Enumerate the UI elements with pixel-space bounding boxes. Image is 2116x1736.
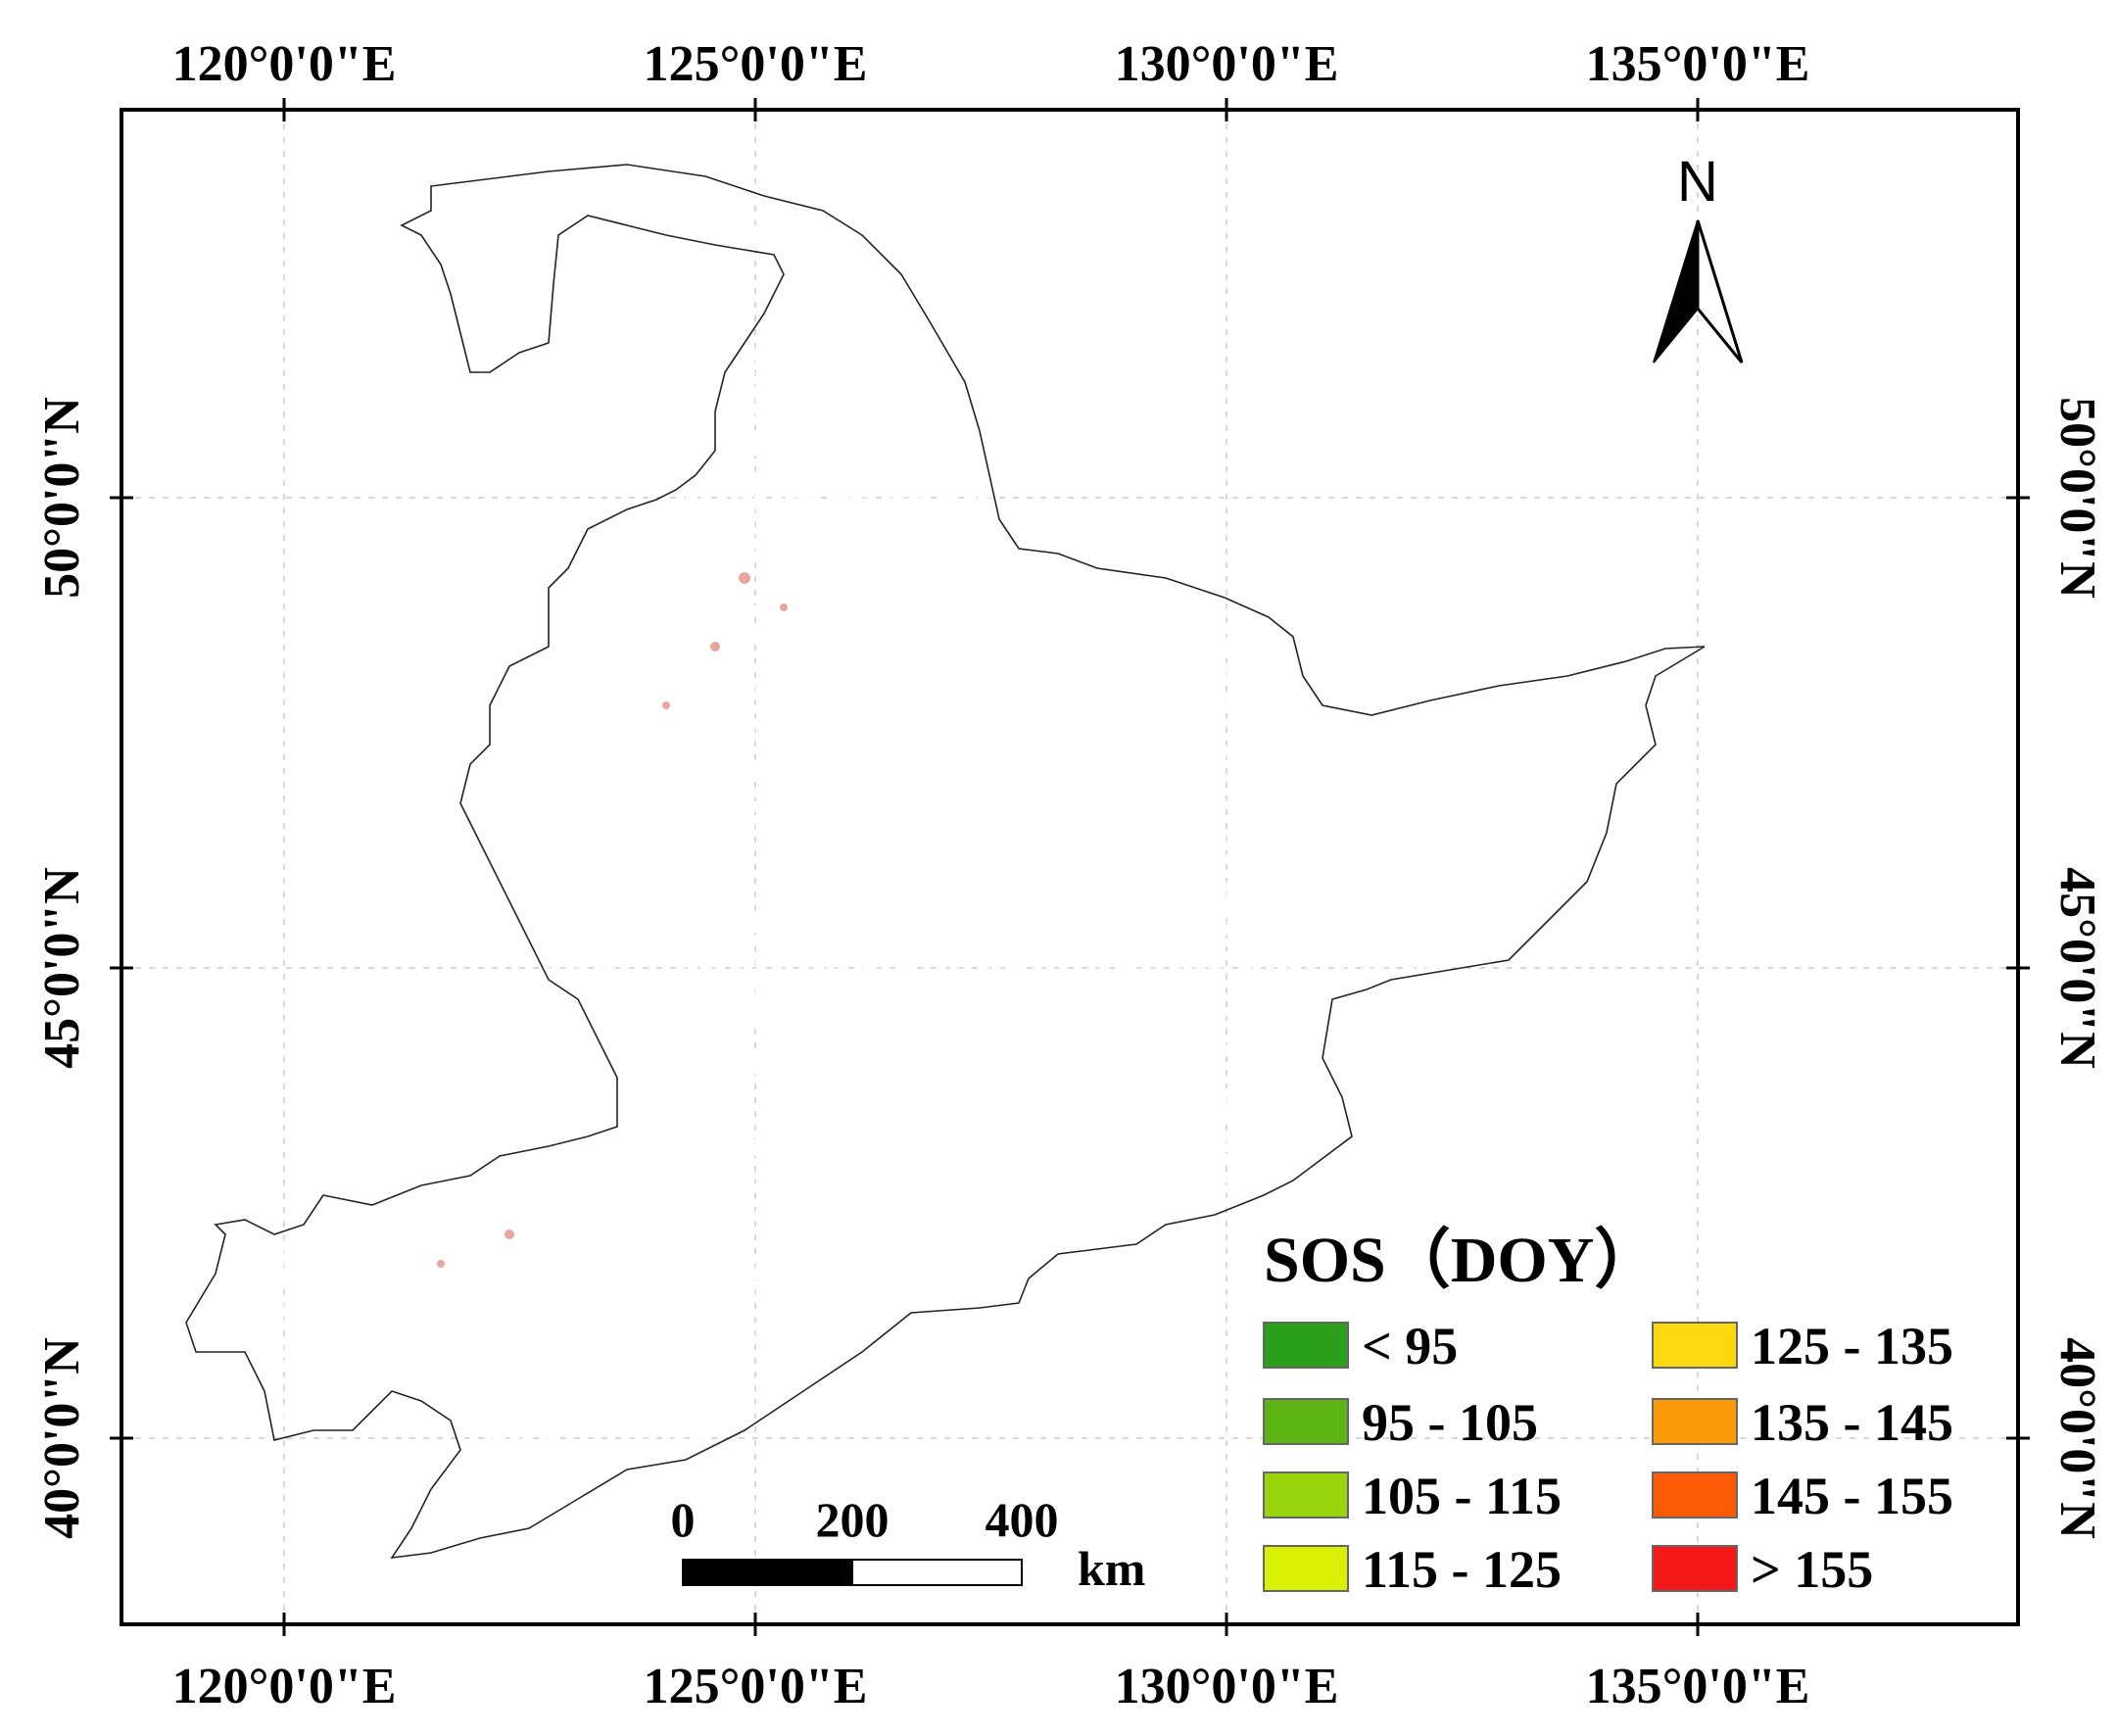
region-outline bbox=[185, 164, 1706, 1560]
north-arrow-icon bbox=[1653, 219, 1744, 363]
north-label: N bbox=[1677, 150, 1718, 214]
scale-label-0: 0 bbox=[671, 1492, 696, 1547]
bottom-tick-4: 135°0'0"E bbox=[1586, 1659, 1810, 1714]
legend-swatch-2 bbox=[1263, 1398, 1349, 1445]
scale-bar: 0 200 400 km bbox=[671, 1492, 1146, 1596]
legend-label-2: 95 - 105 bbox=[1362, 1393, 1538, 1452]
scale-bar-black bbox=[682, 1559, 853, 1586]
legend-label-6: 135 - 145 bbox=[1751, 1393, 1953, 1452]
legend-swatch-1 bbox=[1263, 1322, 1349, 1369]
left-tick-2: 45°0'0"N bbox=[34, 867, 90, 1069]
legend-label-3: 105 - 115 bbox=[1362, 1467, 1562, 1525]
legend-swatch-7 bbox=[1652, 1471, 1738, 1519]
legend-swatch-4 bbox=[1263, 1545, 1349, 1592]
legend-label-8: > 155 bbox=[1751, 1540, 1873, 1599]
left-tick-1: 50°0'0"N bbox=[34, 397, 90, 599]
legend-label-4: 115 - 125 bbox=[1362, 1540, 1562, 1599]
left-tick-3: 40°0'0"N bbox=[34, 1337, 90, 1539]
top-tick-2: 125°0'0"E bbox=[644, 36, 868, 92]
top-tick-3: 130°0'0"E bbox=[1115, 36, 1339, 92]
scale-label-400: 400 bbox=[986, 1492, 1059, 1547]
legend: SOS（DOY） < 95 95 - 105 105 - 115 115 - 1… bbox=[1263, 1224, 1953, 1599]
bottom-tick-3: 130°0'0"E bbox=[1115, 1659, 1339, 1714]
scale-label-200: 200 bbox=[816, 1492, 890, 1547]
north-arrow: N bbox=[1653, 150, 1744, 363]
scale-bar-white bbox=[851, 1559, 1023, 1586]
right-tick-1: 50°0'0"N bbox=[2049, 397, 2105, 599]
right-tick-2: 45°0'0"N bbox=[2049, 867, 2105, 1069]
frame-ticks bbox=[110, 98, 2030, 1636]
bottom-tick-2: 125°0'0"E bbox=[644, 1659, 868, 1714]
scale-unit: km bbox=[1078, 1541, 1145, 1596]
legend-swatch-8 bbox=[1652, 1545, 1738, 1592]
legend-swatch-5 bbox=[1652, 1322, 1738, 1369]
right-tick-3: 40°0'0"N bbox=[2049, 1337, 2105, 1539]
legend-label-5: 125 - 135 bbox=[1751, 1317, 1953, 1375]
bottom-tick-1: 120°0'0"E bbox=[172, 1659, 397, 1714]
legend-title: SOS（DOY） bbox=[1264, 1224, 1659, 1296]
legend-swatch-3 bbox=[1263, 1471, 1349, 1519]
top-tick-4: 135°0'0"E bbox=[1586, 36, 1810, 92]
legend-swatch-6 bbox=[1652, 1398, 1738, 1445]
top-tick-1: 120°0'0"E bbox=[172, 36, 397, 92]
legend-label-1: < 95 bbox=[1362, 1317, 1458, 1375]
legend-label-7: 145 - 155 bbox=[1751, 1467, 1953, 1525]
